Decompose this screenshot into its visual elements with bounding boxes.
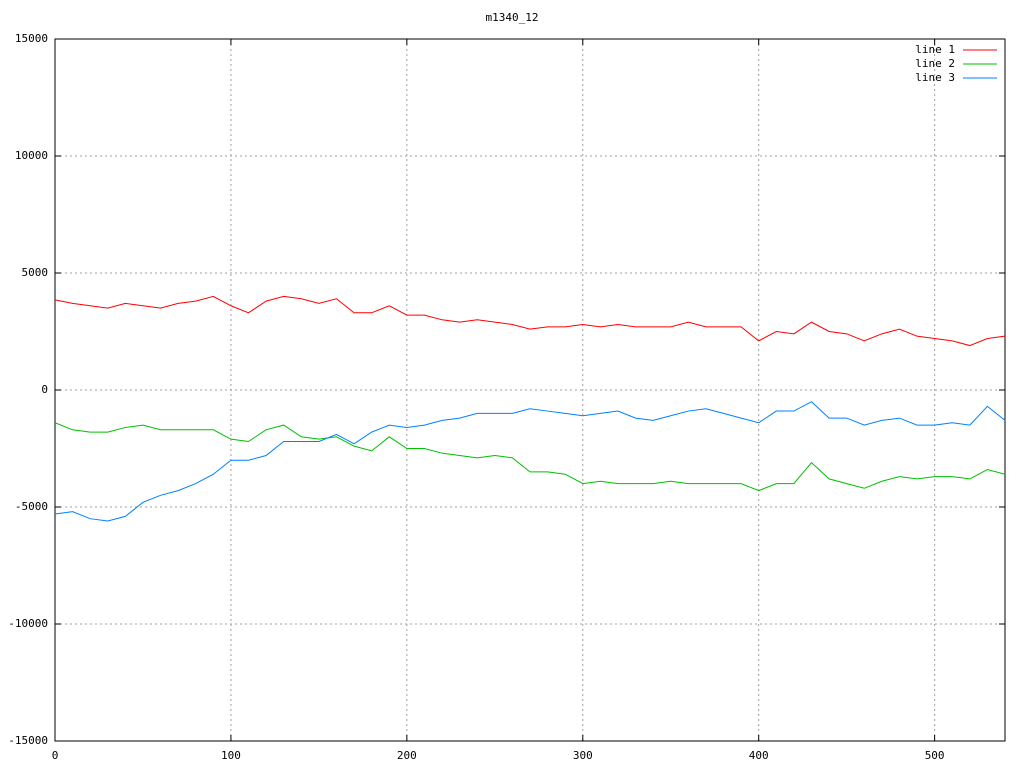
plot-border xyxy=(54,38,1006,742)
x-tick-label: 300 xyxy=(573,749,593,762)
y-tick-label: 5000 xyxy=(22,266,49,279)
x-tick-label: 0 xyxy=(52,749,59,762)
chart-title: m1340_12 xyxy=(486,11,539,24)
series-line xyxy=(54,295,1006,347)
legend-label: line 3 xyxy=(915,71,955,84)
y-tick-label: 0 xyxy=(41,383,48,396)
y-tick-label: 15000 xyxy=(15,32,48,45)
y-tick-label: -5000 xyxy=(15,500,48,513)
series-line xyxy=(54,401,1006,522)
x-tick-label: 400 xyxy=(749,749,769,762)
legend-label: line 2 xyxy=(915,57,955,70)
y-tick-label: -10000 xyxy=(8,617,48,630)
y-tick-label: 10000 xyxy=(15,149,48,162)
x-tick-label: 100 xyxy=(221,749,241,762)
y-tick-label: -15000 xyxy=(8,734,48,747)
x-tick-label: 500 xyxy=(925,749,945,762)
series-line xyxy=(54,422,1006,492)
x-tick-label: 200 xyxy=(397,749,417,762)
legend-label: line 1 xyxy=(915,43,955,56)
